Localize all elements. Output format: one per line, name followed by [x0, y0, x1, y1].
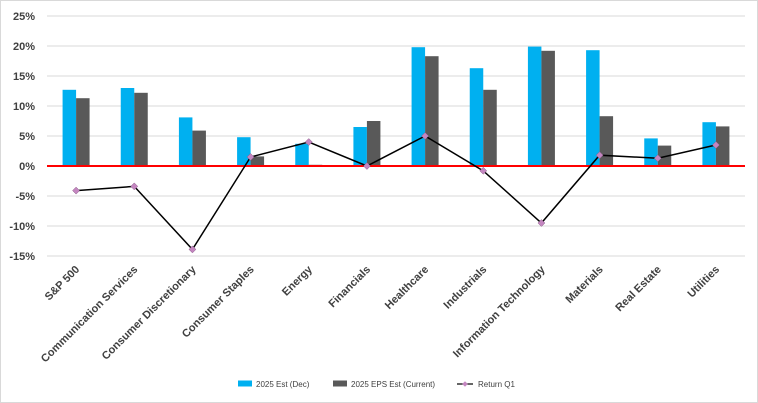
y-tick-label: 0% — [19, 161, 35, 173]
y-tick-label: -10% — [9, 221, 35, 233]
return-line-path — [76, 135, 717, 251]
bar — [483, 89, 497, 166]
return-point — [712, 141, 720, 149]
y-axis: -15% -10% -5% 0% 5% 10% 15% 20% 25% — [9, 11, 35, 263]
bar — [76, 98, 90, 166]
bar — [353, 127, 367, 166]
category-label: S&P 500 — [43, 264, 82, 303]
category-label: Communication Services — [39, 264, 140, 365]
legend: 2025 Est (Dec) 2025 EPS Est (Current) Retu… — [238, 380, 515, 389]
category-label: Industrials — [442, 264, 490, 312]
return-point — [653, 154, 662, 163]
bar — [134, 92, 148, 166]
bar — [425, 56, 439, 167]
bars — [62, 46, 730, 167]
return-point — [304, 138, 313, 146]
category-label: Materials — [563, 264, 605, 306]
category-label: Financials — [327, 264, 374, 311]
legend-label: Return Q1 — [478, 380, 515, 389]
legend-swatch — [238, 380, 252, 387]
bar — [527, 46, 542, 166]
bar — [178, 117, 193, 166]
return-point — [363, 162, 371, 170]
legend-label: 2025 Est (Dec) — [256, 380, 310, 389]
return-point — [246, 153, 255, 161]
bar — [599, 116, 614, 166]
bar — [250, 156, 265, 166]
bar — [366, 121, 381, 166]
y-tick-label: 10% — [13, 101, 35, 113]
return-point — [421, 132, 429, 140]
bar — [62, 89, 77, 166]
y-tick-label: -5% — [15, 191, 35, 203]
category-label: Healthcare — [383, 264, 431, 312]
y-tick-label: 25% — [13, 11, 35, 23]
bar — [644, 138, 658, 166]
legend-swatch — [333, 380, 347, 387]
legend-marker — [462, 381, 468, 387]
bar — [120, 88, 135, 166]
return-point — [72, 186, 80, 195]
y-tick-label: 15% — [13, 71, 35, 83]
bar — [237, 137, 251, 166]
y-tick-label: 20% — [13, 41, 35, 53]
bar — [586, 50, 600, 167]
return-point — [479, 166, 488, 175]
bar — [192, 130, 206, 166]
y-tick-label: -15% — [9, 251, 35, 263]
category-label: Utilities — [685, 264, 722, 301]
bar — [715, 126, 730, 166]
category-label: Energy — [280, 263, 315, 298]
bar — [702, 122, 716, 166]
return-point — [595, 151, 604, 160]
bar — [657, 145, 672, 166]
return-point — [537, 219, 546, 227]
category-label: Consumer Discretionary — [100, 263, 199, 362]
bar — [469, 68, 484, 166]
return-point — [130, 182, 139, 191]
category-label: Real Estate — [613, 264, 663, 314]
legend-label: 2025 EPS Est (Current) — [351, 380, 435, 389]
bar — [295, 143, 309, 166]
return-line — [72, 132, 720, 254]
return-point — [188, 245, 197, 254]
y-tick-label: 5% — [19, 131, 35, 143]
bar — [411, 47, 426, 167]
bar — [541, 50, 555, 166]
gridlines — [47, 15, 745, 257]
